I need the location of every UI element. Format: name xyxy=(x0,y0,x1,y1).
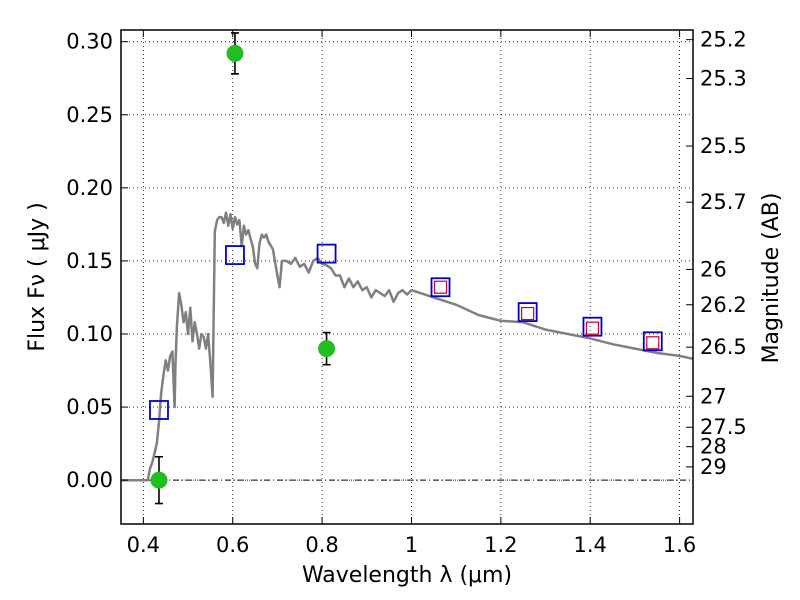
x-tick-label: 1 xyxy=(405,533,418,557)
y-tick-label: 0.15 xyxy=(66,249,113,273)
x-tick-label: 1.2 xyxy=(484,533,517,557)
x-tick-label: 1.4 xyxy=(574,533,607,557)
model-sed-path xyxy=(121,211,694,482)
model-sed-line xyxy=(121,211,694,482)
markers xyxy=(149,44,663,489)
y-tick-label: 0.00 xyxy=(66,468,113,492)
y-axis-right-label: Magnitude (AB) xyxy=(759,193,784,364)
y-axis-left: 0.00 0.05 0.10 0.15 0.20 0.25 0.30 xyxy=(66,30,128,492)
observed-point xyxy=(226,44,244,62)
x-tick-label: 0.8 xyxy=(305,533,338,557)
observed-point xyxy=(318,340,336,358)
plot-frame xyxy=(120,29,694,525)
model-square-red xyxy=(646,336,660,350)
model-square-blue xyxy=(582,316,603,337)
model-square-red xyxy=(521,306,535,321)
model-square-red xyxy=(433,280,448,294)
model-square-blue xyxy=(316,243,337,264)
right-tick-label: 26.2 xyxy=(700,293,747,317)
y-tick-label: 0.05 xyxy=(66,395,113,419)
model-square-blue xyxy=(517,302,538,322)
right-tick-label: 27.5 xyxy=(700,415,747,439)
plot-background xyxy=(121,30,693,524)
model-square-red xyxy=(585,321,600,335)
y-tick-label: 0.30 xyxy=(66,30,113,54)
right-tick-label: 26.5 xyxy=(700,335,747,359)
model-square-blue xyxy=(149,400,169,420)
right-tick-label: 25.7 xyxy=(700,190,747,214)
right-tick-label: 29 xyxy=(700,455,727,479)
observed-point xyxy=(150,471,168,489)
y-axis-label: Flux Fν ( μJy ) xyxy=(25,202,50,351)
y-tick-label: 0.20 xyxy=(66,176,113,200)
x-axis: 0.4 0.6 0.8 1 1.2 1.4 1.6 xyxy=(127,30,696,557)
right-tick-label: 25.5 xyxy=(700,134,747,158)
model-square-blue xyxy=(642,331,663,352)
model-square-blue xyxy=(430,277,451,298)
y-tick-label: 0.25 xyxy=(66,103,113,127)
y-tick-label: 0.10 xyxy=(66,322,113,346)
right-tick-label: 28 xyxy=(700,435,727,459)
model-square-blue xyxy=(225,245,245,265)
right-tick-label: 27 xyxy=(700,384,727,408)
x-axis-label: Wavelength λ (μm) xyxy=(302,563,512,588)
right-tick-label: 25.3 xyxy=(700,67,747,91)
x-tick-label: 1.6 xyxy=(663,533,696,557)
x-tick-label: 0.6 xyxy=(216,533,249,557)
x-tick-label: 0.4 xyxy=(127,533,160,557)
right-tick-label: 26 xyxy=(700,257,727,281)
right-tick-label: 25.2 xyxy=(700,28,747,52)
